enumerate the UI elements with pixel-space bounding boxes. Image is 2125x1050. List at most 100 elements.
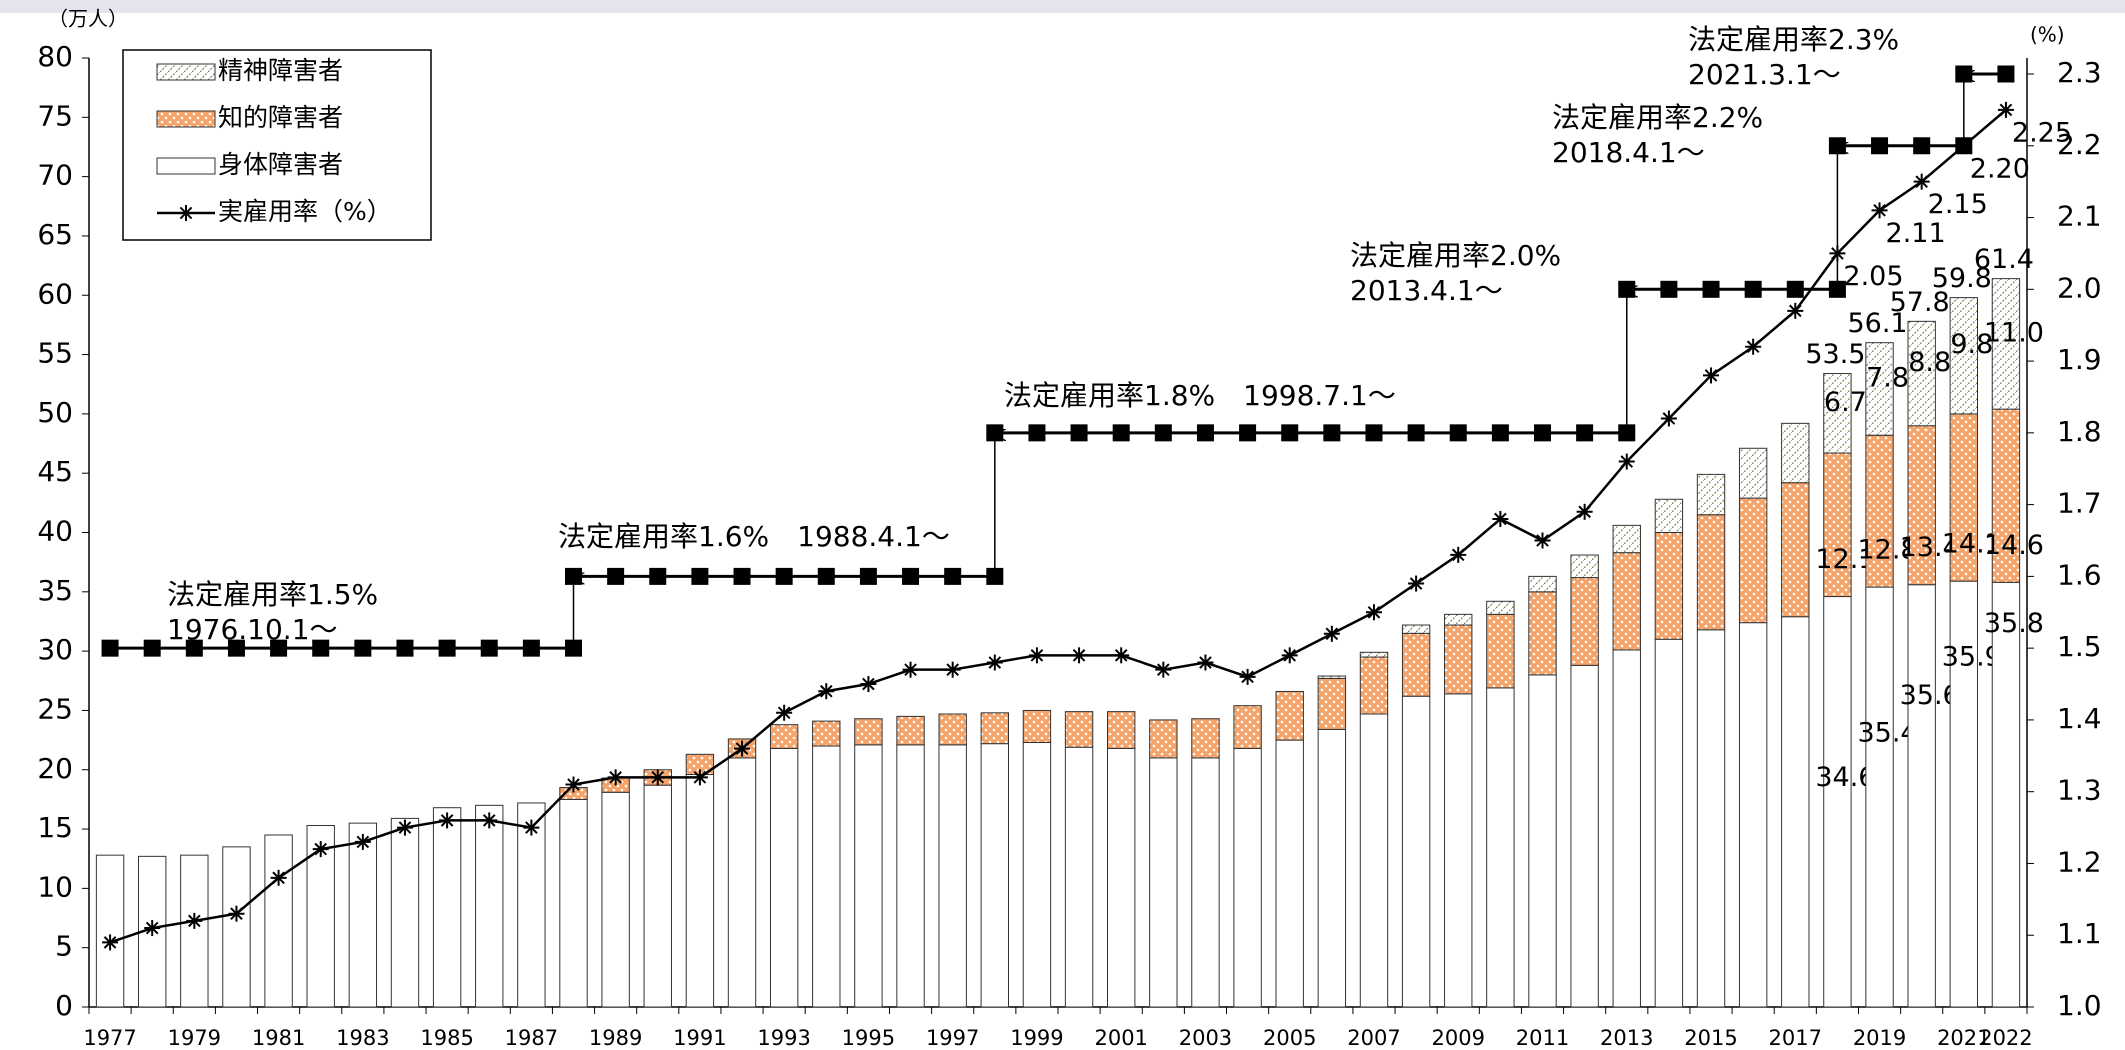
bar-segment <box>1401 624 1431 634</box>
y2-tick-label: 2.2 <box>2057 128 2102 161</box>
total-label: 53.5 <box>1805 339 1865 370</box>
y2-tick-label: 1.8 <box>2057 415 2102 448</box>
bar-segment <box>1149 757 1178 1008</box>
x-tick-label: 2015 <box>1684 1026 1737 1050</box>
star-stroke <box>230 907 243 921</box>
bar-segment <box>348 822 378 1008</box>
star-stroke <box>777 706 791 720</box>
bar-segment <box>222 846 251 1008</box>
data-label: 14.6 <box>1984 530 2044 561</box>
star-stroke <box>1915 175 1928 188</box>
star-marker <box>354 833 371 850</box>
bar-segment <box>601 791 630 1008</box>
star-stroke <box>1367 605 1381 619</box>
star-stroke <box>1746 340 1760 354</box>
bar-segment <box>1233 705 1262 749</box>
star-marker <box>1871 202 1888 219</box>
x-tick-label: 1995 <box>842 1026 895 1050</box>
star-marker <box>902 661 919 678</box>
bar-segment <box>1738 622 1768 1008</box>
star-marker <box>776 704 793 721</box>
x-tick-label: 2019 <box>1853 1026 1906 1050</box>
star-marker <box>986 654 1003 671</box>
x-tick-label: 2007 <box>1347 1026 1400 1050</box>
step-marker <box>1828 280 1846 298</box>
bar-segment <box>854 718 883 746</box>
legend-swatch <box>156 157 216 175</box>
star-stroke <box>1241 670 1254 684</box>
y2-tick-label: 1.4 <box>2057 702 2102 735</box>
star-marker <box>1365 604 1382 621</box>
bar-segment <box>1317 677 1347 730</box>
y-tick-label: 75 <box>37 99 73 132</box>
legend-label: 身体障害者 <box>218 150 343 179</box>
bar-segment <box>769 747 799 1008</box>
star-stroke <box>1873 204 1886 217</box>
y2-tick-label: 2.3 <box>2057 56 2102 89</box>
x-tick-label: 1985 <box>420 1026 473 1050</box>
bar-segment <box>1654 638 1684 1008</box>
bar-segment <box>1570 554 1599 579</box>
bar-segment <box>1696 629 1726 1008</box>
x-tick-label: 2021 <box>1937 1026 1990 1050</box>
bar-segment <box>1444 693 1473 1008</box>
star-marker <box>1281 647 1298 664</box>
bar-segment <box>1781 422 1810 484</box>
bar-segment <box>1612 552 1641 651</box>
bar-segment <box>1022 709 1052 743</box>
x-tick-label: 2013 <box>1600 1026 1653 1050</box>
bar-segment <box>1738 497 1768 624</box>
rate-label: 2.20 <box>1970 153 2030 184</box>
star-marker <box>144 920 161 937</box>
y-tick-label: 5 <box>55 930 73 963</box>
bar-segment <box>1781 616 1810 1008</box>
bar-segment <box>1865 586 1894 1008</box>
bar-segment <box>1528 575 1557 593</box>
x-tick-label: 1979 <box>168 1026 221 1050</box>
bar-segment <box>896 715 925 746</box>
data-label: 11.0 <box>1984 317 2044 348</box>
x-tick-label: 2017 <box>1769 1026 1822 1050</box>
bar-segment <box>1317 675 1347 679</box>
star-stroke <box>482 814 496 827</box>
bar-segment <box>517 802 546 1008</box>
bar-segment <box>1064 746 1094 1008</box>
bar-segment <box>1949 297 1978 415</box>
bar-segment <box>1233 747 1262 1008</box>
bar-segment <box>1823 596 1852 1008</box>
bar-segment <box>1991 581 2021 1008</box>
star-marker <box>565 776 582 793</box>
bar-segment <box>1149 719 1178 759</box>
annotation: 法定雇用率1.5% <box>167 578 378 611</box>
star-stroke <box>1114 649 1128 662</box>
rate-label: 2.25 <box>2012 117 2072 148</box>
star-marker <box>691 769 708 786</box>
legend-label: 実雇用率（%） <box>218 197 392 226</box>
star-stroke <box>1072 649 1086 662</box>
star-stroke <box>819 684 833 698</box>
legend-label: 知的障害者 <box>218 103 343 132</box>
star-stroke <box>1536 534 1549 547</box>
bar-segment <box>1401 632 1431 697</box>
star-stroke <box>103 936 117 949</box>
star-stroke <box>272 871 285 885</box>
y-axis-label: （万人） <box>48 7 128 31</box>
total-label: 56.1 <box>1847 308 1907 339</box>
star-stroke <box>1704 369 1718 382</box>
annotation: 1976.10.1～ <box>167 613 338 646</box>
bar-segment <box>390 817 420 1008</box>
annotation: 法定雇用率1.8% 1998.7.1～ <box>1004 379 1396 412</box>
star-stroke <box>1409 577 1423 590</box>
y-tick-label: 30 <box>37 633 73 666</box>
data-label: 8.8 <box>1908 347 1951 378</box>
star-stroke <box>1494 512 1507 526</box>
star-marker <box>186 912 203 929</box>
bar-segment <box>938 713 967 746</box>
bar-segment <box>1486 687 1515 1008</box>
star-marker <box>860 676 877 693</box>
x-tick-label: 1987 <box>505 1026 558 1050</box>
star-marker <box>734 740 751 757</box>
bar-segment <box>1823 373 1852 454</box>
bar-segment <box>1191 757 1220 1008</box>
